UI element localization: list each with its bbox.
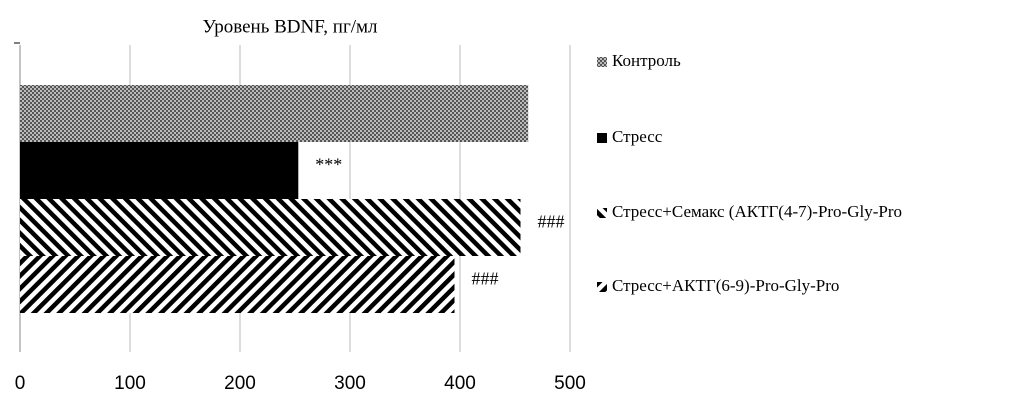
legend-label: Контроль — [612, 51, 681, 70]
x-tick-label: 200 — [224, 373, 256, 394]
legend-swatch — [597, 282, 607, 292]
legend-label: Стресс+АКТГ(6-9)-Pro-Gly-Pro — [612, 276, 839, 295]
bar — [20, 199, 521, 256]
annotation: ### — [538, 212, 565, 232]
bar — [20, 142, 299, 199]
x-tick-label: 400 — [444, 373, 476, 394]
legend-label: Стресс+Семакс (АКТГ(4-7)-Pro-Gly-Pro — [612, 202, 902, 221]
legend-swatch — [597, 208, 607, 218]
bar — [20, 85, 529, 142]
x-tick-label: 300 — [334, 373, 366, 394]
x-tick-label: 500 — [554, 373, 586, 394]
chart-title: Уровень BDNF, пг/мл — [202, 16, 378, 37]
legend-swatch — [597, 57, 607, 67]
annotation: *** — [315, 155, 342, 175]
legend-swatch — [597, 133, 607, 143]
bar — [20, 256, 455, 313]
legend-label: Стресс — [612, 127, 663, 146]
annotation: ### — [472, 269, 499, 289]
x-tick-label: 100 — [114, 373, 146, 394]
x-tick-label: 0 — [15, 373, 26, 394]
